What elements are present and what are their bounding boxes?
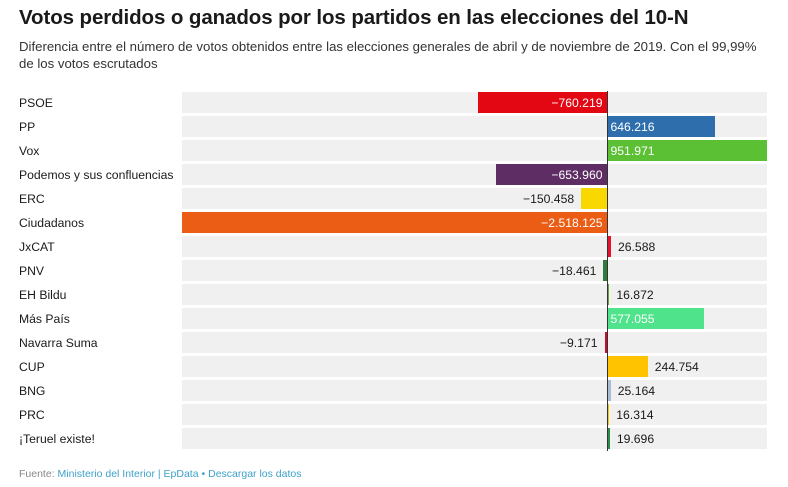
category-label: Vox: [19, 144, 40, 158]
bar-track: [182, 92, 767, 113]
data-label: −9.171: [559, 336, 598, 350]
bar-track: [182, 332, 767, 353]
data-label: −18.461: [552, 264, 597, 278]
chart-row: JxCAT 26.588: [0, 235, 788, 259]
bar[interactable]: [581, 188, 607, 209]
bar-track: [182, 236, 767, 257]
bar[interactable]: [606, 140, 767, 161]
category-label: EH Bildu: [19, 288, 67, 302]
bar[interactable]: [606, 380, 611, 401]
zero-axis-line: [607, 91, 608, 451]
chart-row: Podemos y sus confluencias −653.960: [0, 163, 788, 187]
bar[interactable]: [603, 260, 607, 281]
bar[interactable]: [606, 116, 716, 137]
chart-row: Navarra Suma −9.171: [0, 331, 788, 355]
data-label: −760.219: [551, 96, 603, 110]
data-label: 951.971: [610, 144, 655, 158]
download-data-link[interactable]: Descargar los datos: [208, 468, 302, 480]
chart-row: PP 646.216: [0, 115, 788, 139]
bar[interactable]: [604, 332, 607, 353]
chart-row: PNV −18.461: [0, 259, 788, 283]
bar-track: [182, 380, 767, 401]
data-label: −2.518.125: [541, 216, 603, 230]
category-label: CUP: [19, 360, 45, 374]
footer: Fuente: Ministerio del Interior | EpData…: [19, 468, 302, 480]
category-label: PP: [19, 120, 36, 134]
chart-row: Ciudadanos −2.518.125: [0, 211, 788, 235]
data-label: −150.458: [522, 192, 575, 206]
category-label: JxCAT: [19, 240, 55, 254]
data-label: 26.588: [617, 240, 656, 254]
data-label: −653.960: [551, 168, 603, 182]
category-label: PNV: [19, 264, 45, 278]
bar-track: [182, 260, 767, 281]
bar[interactable]: [478, 92, 607, 113]
data-label: 16.872: [616, 288, 654, 302]
category-label: PSOE: [19, 96, 53, 110]
chart-row: CUP 244.754: [0, 355, 788, 379]
bar[interactable]: [606, 356, 648, 377]
data-label: 16.314: [616, 408, 654, 422]
chart-row: BNG 25.164: [0, 379, 788, 403]
category-label: Podemos y sus confluencias: [19, 168, 174, 182]
chart-row: EH Bildu 16.872: [0, 283, 788, 307]
source-label: Fuente:: [19, 468, 55, 480]
data-label: 244.754: [654, 360, 699, 374]
bar[interactable]: [606, 236, 611, 257]
data-label: 25.164: [617, 384, 656, 398]
chart-row: PSOE −760.219: [0, 91, 788, 115]
chart-row: ¡Teruel existe! 19.696: [0, 427, 788, 451]
chart-subtitle: Diferencia entre el número de votos obte…: [19, 39, 757, 71]
chart-row: Vox 951.971: [0, 139, 788, 163]
category-label: ¡Teruel existe!: [19, 432, 95, 446]
chart-row: Más País 577.055: [0, 307, 788, 331]
bar-track: [182, 428, 767, 449]
chart-row: ERC −150.458: [0, 187, 788, 211]
category-label: Ciudadanos: [19, 216, 85, 230]
bar-track: [182, 284, 767, 305]
data-label: 19.696: [616, 432, 655, 446]
bar[interactable]: [606, 308, 704, 329]
category-label: PRC: [19, 408, 45, 422]
data-label: 577.055: [610, 312, 655, 326]
category-label: Más País: [19, 312, 70, 326]
chart-row: PRC 16.314: [0, 403, 788, 427]
bar[interactable]: [496, 164, 607, 185]
bar[interactable]: [182, 212, 607, 233]
bar[interactable]: [606, 428, 610, 449]
data-label: 646.216: [610, 120, 655, 134]
footer-separator: •: [201, 468, 206, 480]
bar-track: [182, 164, 767, 185]
category-label: ERC: [19, 192, 45, 206]
chart-title: Votos perdidos o ganados por los partido…: [19, 6, 689, 29]
bar-track: [182, 188, 767, 209]
source-link[interactable]: Ministerio del Interior | EpData: [57, 468, 199, 480]
category-label: Navarra Suma: [19, 336, 98, 350]
bar-track: [182, 404, 767, 425]
category-label: BNG: [19, 384, 46, 398]
